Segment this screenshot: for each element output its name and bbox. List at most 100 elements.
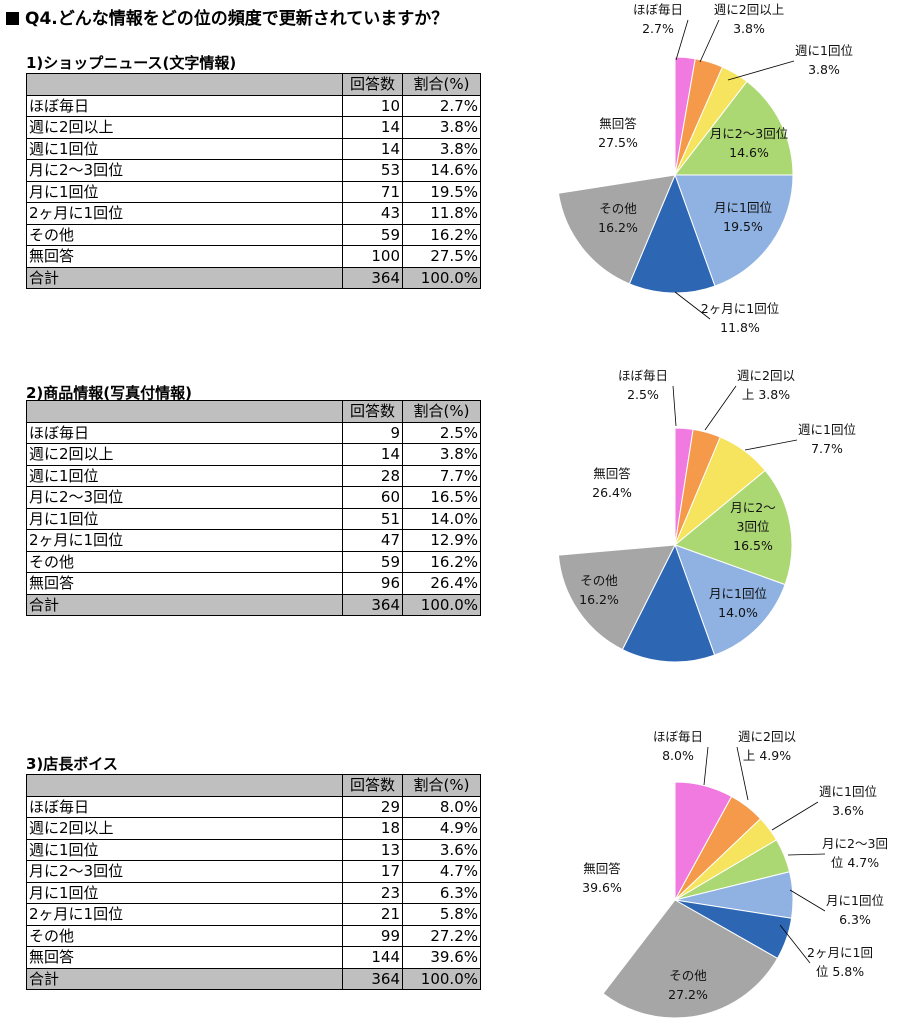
- table-row: 週に1回位 13 3.6%: [26, 838, 481, 861]
- header-count: 回答数: [342, 400, 403, 423]
- header-count: 回答数: [342, 774, 403, 797]
- row-percent: 3.8%: [402, 443, 481, 466]
- row-percent: 26.4%: [402, 572, 481, 595]
- pie-data-label: 3.6%: [832, 803, 864, 818]
- pie-data-label: 月に2～: [730, 500, 775, 515]
- table-body: 回答数 割合(%) ほぼ毎日 10 2.7% 週に2回以上 14 3.8% 週に1回位 14 3.8…: [26, 73, 481, 289]
- pie-chart-2: ほぼ毎日 2.5% 週に2回以上 3.8% 週に1回位 7.7% 月に2～ 3回位 16.5%…: [557, 368, 856, 663]
- row-label: 無回答: [26, 245, 343, 268]
- pie-leader-line: [736, 746, 749, 801]
- row-count: 71: [342, 180, 403, 203]
- pie-leader-line: [779, 924, 811, 964]
- table-row: その他 99 27.2%: [26, 924, 481, 947]
- row-count: 144: [342, 946, 403, 969]
- pie-data-label: 16.5%: [733, 538, 773, 553]
- pie-data-label: 2ヶ月に1回: [807, 945, 873, 960]
- row-percent: 14.6%: [402, 159, 481, 182]
- row-percent: 16.2%: [402, 223, 481, 246]
- pie-data-label: 月に1回位: [826, 893, 884, 908]
- pie-data-label: 週に2回以: [738, 729, 796, 744]
- row-count: 99: [342, 924, 403, 947]
- row-label: 月に1回位: [26, 180, 343, 203]
- row-count: 14: [342, 137, 403, 160]
- table-row: 月に2～3回位 60 16.5%: [26, 486, 481, 509]
- data-table-2: 回答数 割合(%) ほぼ毎日 9 2.5% 週に2回以上 14 3.8% 週に1回位 28 7.7%…: [26, 400, 481, 616]
- pie-data-label: 14.0%: [718, 605, 758, 620]
- table-row: 2ヶ月に1回位 47 12.9%: [26, 529, 481, 552]
- pie-data-label: 位 4.7%: [831, 855, 879, 870]
- table-row: 週に2回以上 18 4.9%: [26, 817, 481, 840]
- header-blank-cell: [26, 400, 343, 423]
- row-label: 月に1回位: [26, 507, 343, 530]
- row-count: 59: [342, 223, 403, 246]
- header-blank-cell: [26, 774, 343, 797]
- table-header-row: 回答数 割合(%): [26, 73, 481, 96]
- pie-data-label: 2.7%: [642, 21, 674, 36]
- header-percent: 割合(%): [402, 400, 481, 423]
- row-label: 週に1回位: [26, 137, 343, 160]
- total-label: 合計: [26, 266, 343, 289]
- row-percent: 2.5%: [402, 421, 481, 444]
- row-percent: 14.0%: [402, 507, 481, 530]
- data-table-1: 回答数 割合(%) ほぼ毎日 10 2.7% 週に2回以上 14 3.8% 週に1回位 14 3.8…: [26, 73, 481, 289]
- row-count: 59: [342, 550, 403, 573]
- pie-data-label: 27.5%: [598, 135, 638, 150]
- table-row: その他 59 16.2%: [26, 223, 481, 246]
- table-row: ほぼ毎日 29 8.0%: [26, 795, 481, 818]
- pie-leader-line: [787, 853, 826, 856]
- table-row: 月に1回位 51 14.0%: [26, 507, 481, 530]
- pie-slice: [673, 80, 794, 176]
- pie-data-label: 2.5%: [627, 387, 659, 402]
- row-percent: 2.7%: [402, 94, 481, 117]
- row-label: 無回答: [26, 946, 343, 969]
- pie-slice: [557, 544, 676, 651]
- row-label: 月に2～3回位: [26, 159, 343, 182]
- row-count: 14: [342, 116, 403, 139]
- pie-data-label: 3.8%: [733, 21, 765, 36]
- row-label: 2ヶ月に1回位: [26, 202, 343, 225]
- row-count: 17: [342, 860, 403, 883]
- page-title-text: Q4.どんな情報をどの位の頻度で更新されていますか？: [25, 9, 449, 29]
- pie-data-label: 月に2～3回位: [710, 126, 788, 141]
- pie-data-label: 16.2%: [598, 220, 638, 235]
- row-label: 週に2回以上: [26, 817, 343, 840]
- pie-data-label: 位 5.8%: [816, 964, 864, 979]
- row-percent: 3.8%: [402, 116, 481, 139]
- row-label: 月に1回位: [26, 881, 343, 904]
- section-title-2: 2)商品情報(写真付情報): [26, 384, 193, 402]
- pie-slice: [674, 469, 793, 586]
- pie-data-label: 週に1回位: [798, 422, 856, 437]
- pie-leader-line: [771, 801, 819, 831]
- row-percent: 11.8%: [402, 202, 481, 225]
- pie-data-label: 19.5%: [723, 219, 763, 234]
- total-percent: 100.0%: [402, 593, 481, 616]
- table-row: 週に2回以上 14 3.8%: [26, 116, 481, 139]
- row-count: 96: [342, 572, 403, 595]
- row-count: 29: [342, 795, 403, 818]
- row-label: 無回答: [26, 572, 343, 595]
- row-percent: 8.0%: [402, 795, 481, 818]
- row-count: 21: [342, 903, 403, 926]
- row-label: 週に1回位: [26, 464, 343, 487]
- table-row: 週に1回位 28 7.7%: [26, 464, 481, 487]
- pie-data-label: 2ヶ月に1回位: [701, 301, 779, 316]
- row-label: 月に2～3回位: [26, 486, 343, 509]
- total-row: 合計 364 100.0%: [26, 266, 481, 289]
- pie-data-label: 14.6%: [729, 145, 769, 160]
- pie-data-label: 週に2回以上: [714, 2, 784, 17]
- row-count: 13: [342, 838, 403, 861]
- pie-slice: [621, 543, 716, 663]
- table-row: 無回答 100 27.5%: [26, 245, 481, 268]
- row-percent: 27.5%: [402, 245, 481, 268]
- row-label: ほぼ毎日: [26, 94, 343, 117]
- total-count: 364: [342, 967, 403, 990]
- row-percent: 12.9%: [402, 529, 481, 552]
- pie-data-label: 週に2回以: [737, 368, 795, 383]
- table-row: 月に1回位 71 19.5%: [26, 180, 481, 203]
- row-count: 100: [342, 245, 403, 268]
- row-percent: 6.3%: [402, 881, 481, 904]
- table-row: ほぼ毎日 10 2.7%: [26, 94, 481, 117]
- row-count: 47: [342, 529, 403, 552]
- pie-slice: [557, 174, 676, 285]
- row-count: 9: [342, 421, 403, 444]
